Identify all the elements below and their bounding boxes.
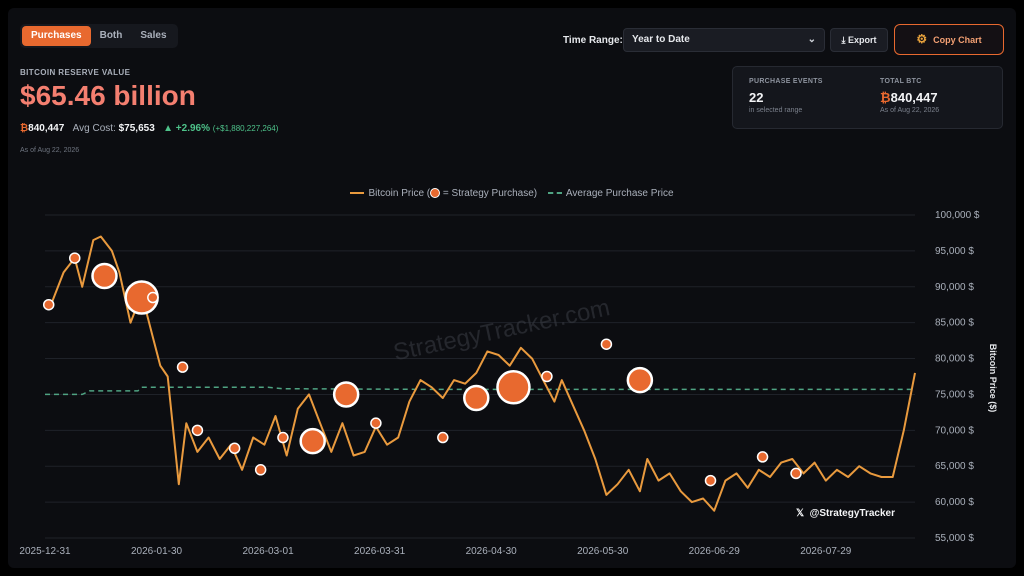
purchase-point[interactable]	[600, 338, 613, 350]
purchase-point[interactable]	[91, 262, 118, 290]
purchase-point[interactable]	[254, 464, 267, 476]
y-tick-label: 100,000 $	[935, 210, 980, 221]
chart-legend: Bitcoin Price ( = Strategy Purchase) Ave…	[0, 188, 1024, 199]
reserve-label: BITCOIN RESERVE VALUE	[20, 68, 131, 77]
bitcoin-symbol: ₿	[880, 90, 891, 105]
y-axis-label: Bitcoin Price ($)	[988, 343, 998, 413]
purchase-events-label: PURCHASE EVENTS	[749, 78, 823, 85]
x-tick-label: 2026-06-29	[689, 546, 741, 557]
copy-chart-label: Copy Chart	[933, 35, 982, 45]
tab-sales[interactable]: Sales	[140, 30, 167, 41]
total-btc-sub: As of Aug 22, 2026	[880, 107, 940, 114]
purchase-dot-icon	[430, 188, 441, 199]
bitcoin-price-line	[51, 235, 916, 512]
chevron-down-icon: ⌄	[807, 34, 816, 45]
purchase-point[interactable]	[790, 467, 802, 480]
y-tick-label: 80,000 $	[935, 354, 974, 365]
time-range-value: Year to Date	[632, 34, 690, 45]
total-btc-amount: 840,447	[890, 90, 938, 105]
social-handle: 𝕏 @StrategyTracker	[796, 508, 895, 519]
reserve-value: $65.46 billion	[20, 80, 196, 111]
purchase-point[interactable]	[42, 298, 55, 311]
purchase-point[interactable]	[147, 291, 159, 304]
purchase-point[interactable]	[277, 431, 289, 444]
y-tick-label: 90,000 $	[935, 282, 974, 293]
btc-amount: 840,447	[28, 123, 65, 134]
x-tick-label: 2026-05-30	[577, 546, 629, 557]
purchase-point[interactable]	[704, 474, 717, 487]
time-range-select[interactable]: Year to Date ⌄	[623, 28, 825, 52]
y-tick-label: 95,000 $	[935, 246, 974, 257]
export-label: Export	[847, 35, 877, 45]
legend-price-label-end: = Strategy Purchase)	[440, 188, 538, 199]
x-tick-label: 2026-07-29	[800, 546, 852, 557]
purchase-point[interactable]	[191, 424, 204, 437]
average-price-line	[45, 386, 915, 396]
avg-cost-value: $75,653	[118, 123, 155, 134]
purchase-point[interactable]	[332, 381, 360, 408]
purchase-events-value: 22	[749, 90, 764, 105]
purchase-point[interactable]	[463, 384, 490, 412]
purchase-point[interactable]	[176, 361, 189, 373]
purchase-point[interactable]	[541, 370, 553, 383]
purchase-point[interactable]	[68, 252, 81, 264]
legend-average-label: Average Purchase Price	[565, 188, 674, 199]
x-tick-label: 2026-03-01	[242, 546, 294, 557]
avg-cost-label: Avg Cost:	[72, 123, 116, 134]
x-tick-label: 2026-01-30	[131, 546, 183, 557]
purchase-point[interactable]	[370, 417, 382, 429]
handle-text: @StrategyTracker	[809, 508, 895, 519]
time-range-label: Time Range:	[563, 35, 623, 46]
gear-icon: ⚙	[916, 32, 928, 46]
as-of-date: As of Aug 22, 2026	[20, 147, 80, 154]
change-absolute: (+$1,880,227,264)	[212, 124, 279, 133]
legend-price-swatch	[350, 192, 365, 195]
x-tick-label: 2026-03-31	[354, 546, 406, 557]
download-icon: ⤓	[841, 35, 846, 45]
tab-both[interactable]: Both	[99, 30, 123, 41]
legend-price-label-start: Bitcoin Price (	[368, 188, 431, 199]
purchase-point[interactable]	[626, 366, 654, 394]
y-tick-label: 70,000 $	[935, 425, 974, 436]
y-tick-label: 85,000 $	[935, 318, 974, 329]
y-tick-label: 75,000 $	[935, 389, 974, 400]
summary-stats: ₿840,447 Avg Cost: $75,653 ▲ +2.96% (+$1…	[20, 123, 278, 134]
purchase-events-sub: in selected range	[749, 107, 803, 114]
change-percent: +2.96%	[175, 123, 210, 134]
export-button[interactable]: ⤓ Export	[830, 28, 888, 52]
purchase-point[interactable]	[437, 431, 449, 444]
purchase-point[interactable]	[299, 427, 326, 455]
legend-average-swatch	[547, 192, 562, 195]
bitcoin-symbol: ₿	[20, 123, 29, 134]
y-tick-label: 60,000 $	[935, 497, 974, 508]
view-segmented-control: Purchases Both Sales	[20, 24, 178, 48]
x-logo-icon: 𝕏	[796, 508, 805, 519]
x-tick-label: 2025-12-31	[19, 546, 71, 557]
purchase-point[interactable]	[756, 451, 769, 463]
tab-purchases[interactable]: Purchases	[22, 26, 91, 46]
x-tick-label: 2026-04-30	[466, 546, 518, 557]
y-tick-label: 55,000 $	[935, 533, 974, 544]
purchase-point[interactable]	[228, 442, 241, 455]
purchase-stats-card: PURCHASE EVENTS 22 in selected range TOT…	[732, 66, 1003, 129]
total-btc-label: TOTAL BTC	[880, 78, 922, 85]
purchase-point[interactable]	[496, 370, 531, 405]
total-btc-value: ₿840,447	[880, 90, 939, 105]
y-tick-label: 65,000 $	[935, 461, 974, 472]
copy-chart-button[interactable]: ⚙ Copy Chart	[894, 24, 1004, 55]
up-arrow-icon: ▲	[163, 123, 174, 134]
